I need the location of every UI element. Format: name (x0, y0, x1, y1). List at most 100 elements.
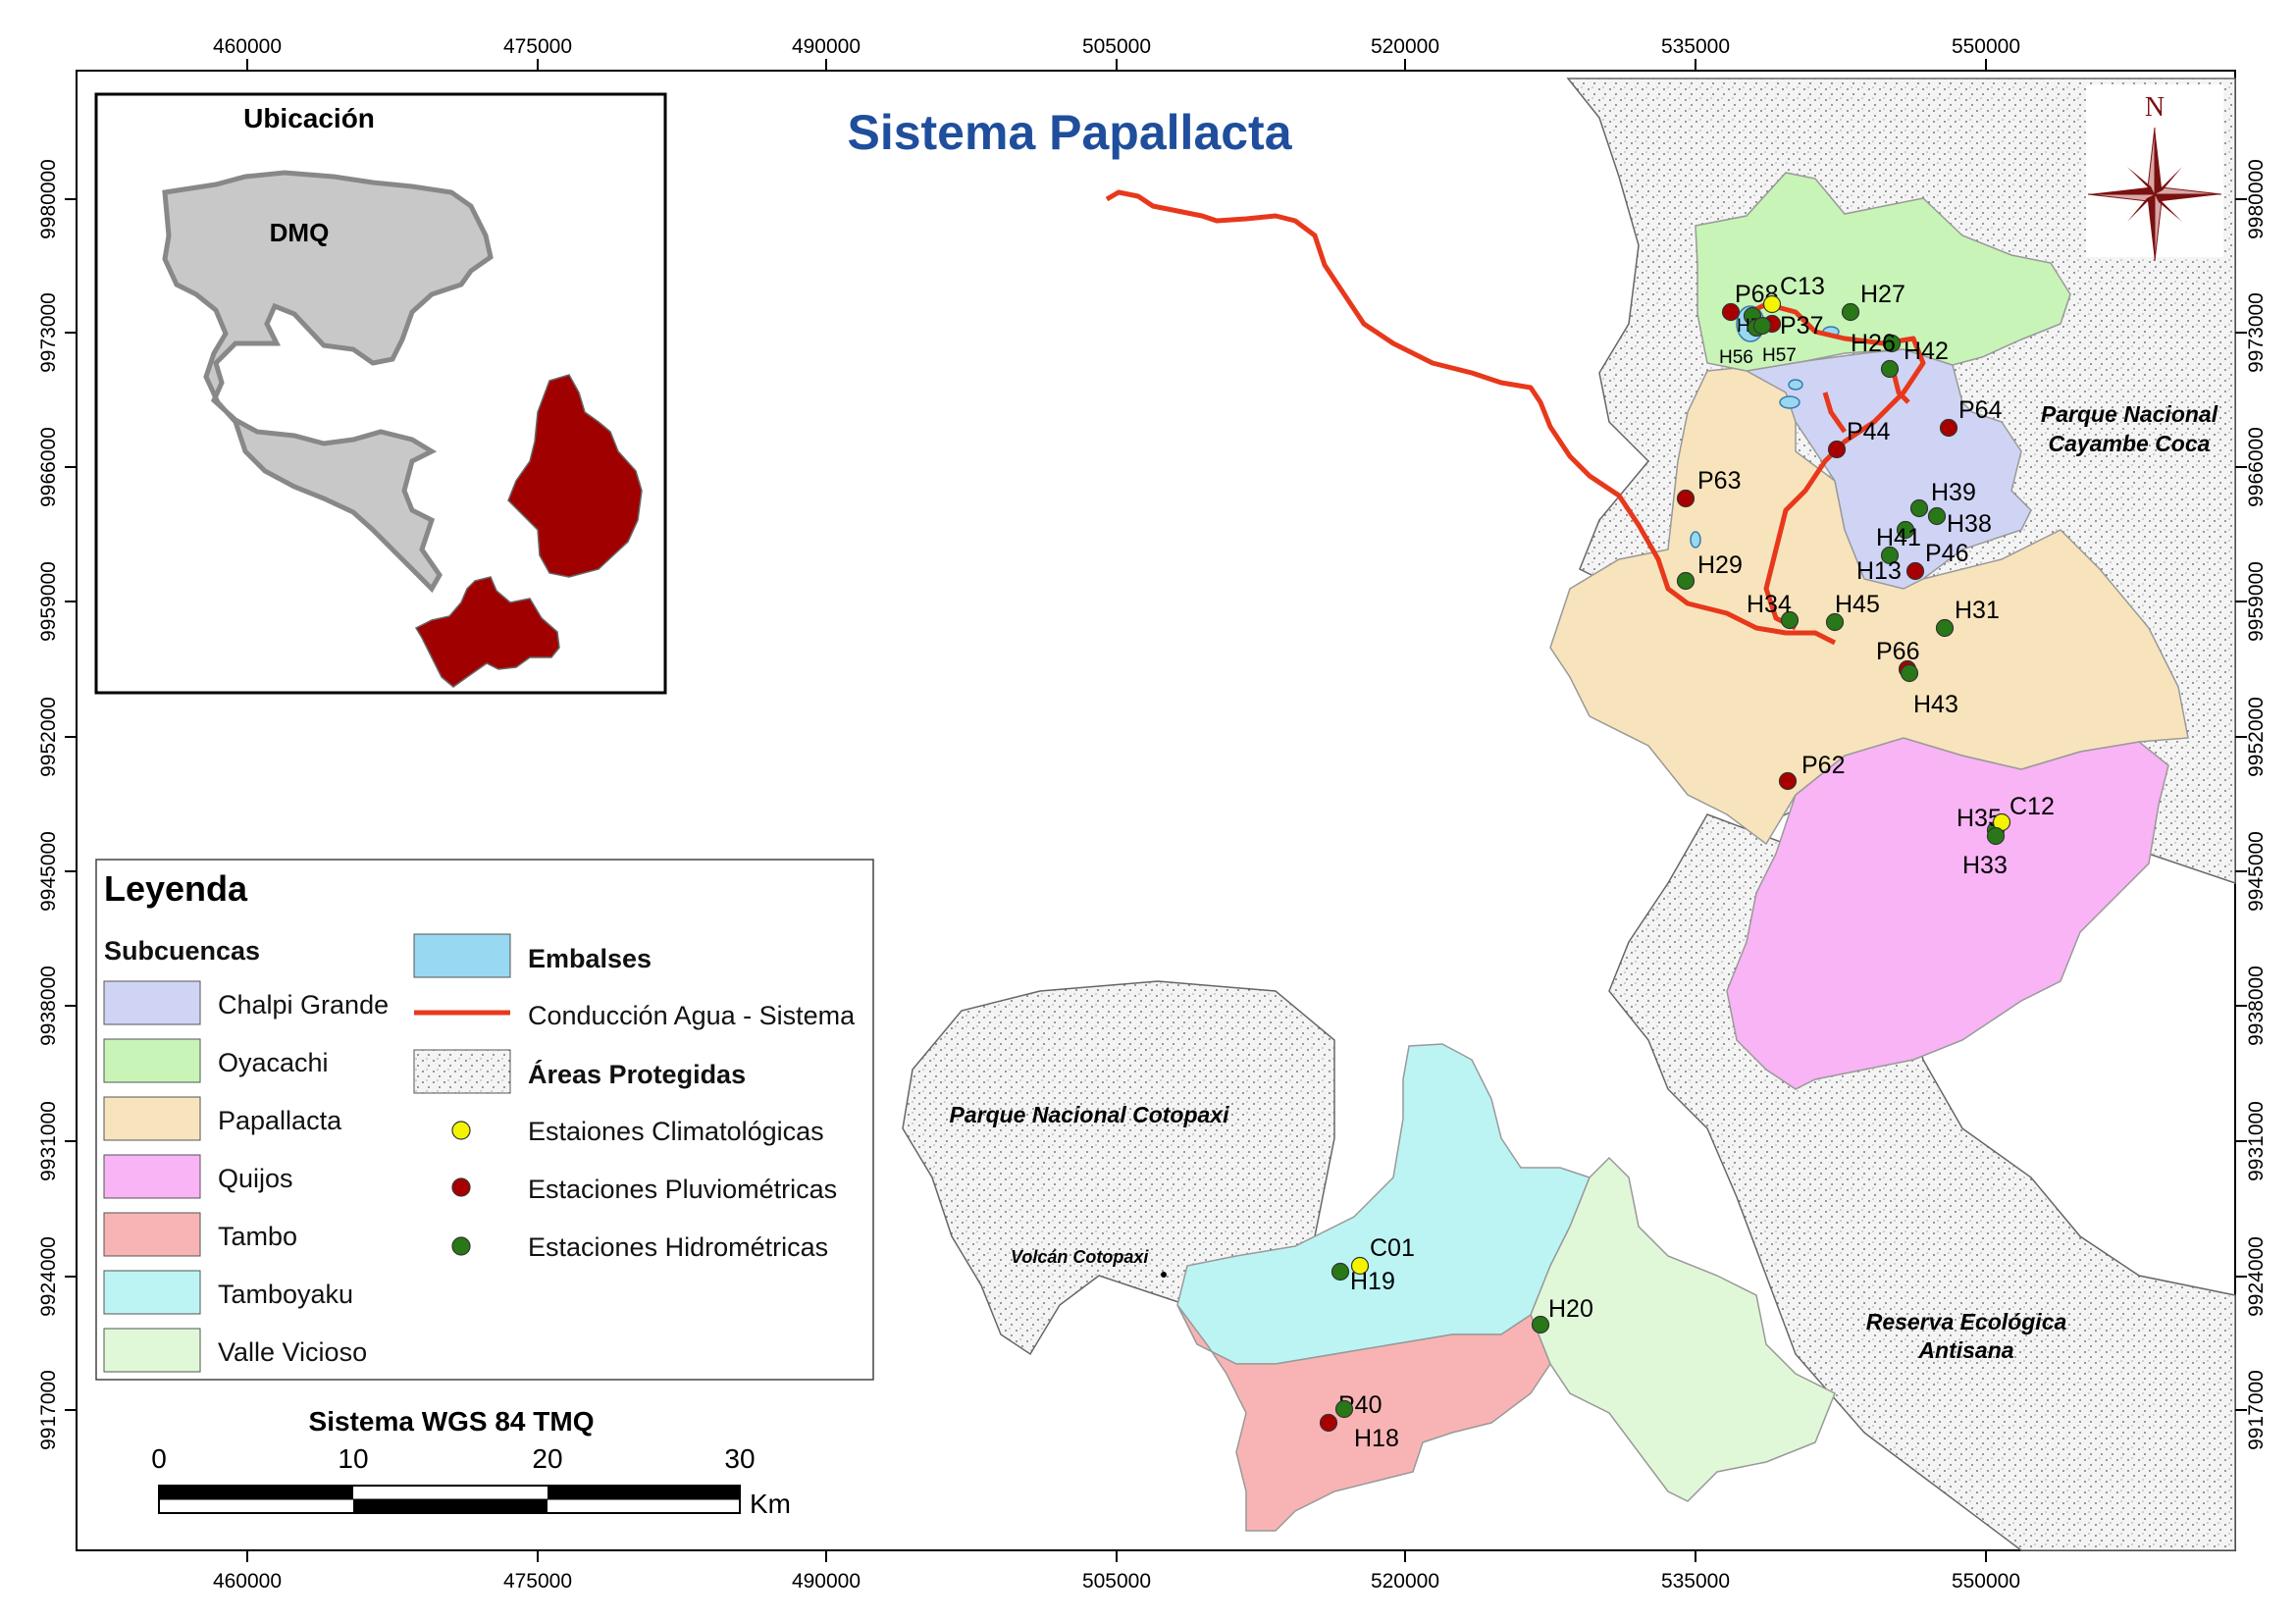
station-marker-p63 (1676, 489, 1696, 508)
inset-highlight-south (414, 576, 560, 688)
station-marker-c01 (1350, 1256, 1370, 1276)
water-conduction-line (1745, 301, 1926, 631)
station-label-h39: H39 (1931, 479, 1976, 506)
y-tick-label-left: 9917000 (37, 1370, 60, 1450)
station-marker-h41 (1896, 520, 1915, 540)
station-marker-h26 (1882, 334, 1902, 353)
x-tick-label-bottom: 535000 (1661, 1570, 1730, 1593)
y-tick-label-right: 9938000 (2245, 966, 2268, 1046)
y-tick-label-left: 9931000 (37, 1101, 60, 1181)
station-marker-p64 (1939, 418, 1958, 438)
station-marker-h29 (1676, 571, 1696, 591)
station-label-c12: C12 (2009, 793, 2055, 820)
label-volcan: Volcán Cotopaxi (1011, 1247, 1149, 1267)
station-label-p37: P37 (1780, 312, 1823, 340)
water-conduction-line (1822, 372, 1910, 434)
station-label-h33: H33 (1962, 852, 2008, 879)
scale-bar: Sistema WGS 84 TMQ 0 10 20 30 Km (151, 1406, 791, 1519)
subbasins-layer (1176, 172, 2189, 1532)
legend-subcuenca-label: Tamboyaku (218, 1280, 353, 1309)
label-cayambe-1: Parque Nacional (2041, 401, 2218, 427)
x-tick-label-top: 520000 (1371, 35, 1439, 58)
x-tick-label-bottom: 550000 (1952, 1570, 2020, 1593)
station-marker-p44 (1827, 440, 1847, 459)
y-tick-label-right: 9931000 (2245, 1101, 2268, 1181)
y-tick-label-right: 9945000 (2245, 831, 2268, 912)
legend-subcuenca-label: Tambo (218, 1222, 297, 1251)
legend-subcuenca-swatch (103, 1154, 201, 1199)
y-tick-label-left: 9966000 (37, 427, 60, 507)
legend: Leyenda Subcuencas Chalpi Grande Oyacachi… (95, 859, 874, 1381)
station-label-h13: H13 (1856, 557, 1902, 585)
y-tick-label-left: 9959000 (37, 561, 60, 642)
x-tick-label-top: 505000 (1082, 35, 1151, 58)
scale-tick-label: 10 (338, 1443, 368, 1474)
legend-hidrometricas-label: Estaciones Hidrométricas (528, 1232, 828, 1262)
legend-subcuenca-swatch (103, 1212, 201, 1257)
y-tick-label-right: 9924000 (2245, 1236, 2268, 1317)
map-title: Sistema Papallacta (847, 105, 1292, 160)
station-label-p44: P44 (1847, 418, 1891, 445)
station-label-h27: H27 (1860, 281, 1905, 308)
station-label-h26: H26 (1851, 330, 1896, 357)
legend-subcuenca-swatch (103, 1328, 201, 1373)
subbasin-oyacachi (1695, 172, 2071, 372)
station-label-h42: H42 (1904, 338, 1949, 365)
legend-embalses-swatch (413, 933, 511, 978)
station-marker-p46 (1905, 561, 1925, 581)
reservoir (1690, 531, 1701, 549)
legend-subcuenca-label: Oyacachi (218, 1048, 329, 1077)
scale-title: Sistema WGS 84 TMQ (309, 1406, 595, 1437)
x-tick-label-bottom: 475000 (503, 1570, 572, 1593)
y-tick-label-left: 9980000 (37, 159, 60, 239)
legend-areas-label: Áreas Protegidas (528, 1059, 746, 1089)
legend-subcuenca-label: Papallacta (218, 1106, 342, 1135)
station-marker-h57 (1752, 316, 1772, 336)
station-label-h38: H38 (1947, 510, 1992, 538)
station-marker-h20 (1531, 1315, 1550, 1334)
x-tick-label-bottom: 505000 (1082, 1570, 1151, 1593)
station-marker-h42 (1880, 359, 1900, 379)
station-label-p46: P46 (1925, 540, 1968, 567)
station-label-h18: H18 (1354, 1425, 1399, 1452)
y-tick-label-right: 9980000 (2245, 159, 2268, 239)
inset-region-label: DMQ (270, 218, 330, 247)
legend-climatologicas-marker (451, 1121, 471, 1140)
scale-tick-label: 20 (532, 1443, 562, 1474)
x-tick-label-top: 535000 (1661, 35, 1730, 58)
station-marker-h27 (1841, 302, 1860, 322)
legend-climatologicas-label: Estaiones Climatológicas (528, 1117, 824, 1146)
y-tick-label-right: 9973000 (2245, 292, 2268, 373)
station-label-h29: H29 (1697, 551, 1743, 579)
station-label-h41: H41 (1876, 524, 1921, 551)
scale-unit: Km (750, 1489, 791, 1519)
legend-pluviometricas-label: Estaciones Pluviométricas (528, 1175, 837, 1204)
x-tick-label-top: 460000 (213, 35, 282, 58)
station-label-h19: H19 (1350, 1268, 1395, 1295)
north-arrow-icon: N (2086, 84, 2223, 262)
legend-subcuencas-heading: Subcuencas (104, 936, 260, 966)
label-antisana-1: Reserva Ecológica (1866, 1309, 2067, 1334)
legend-subcuenca-swatch (103, 1038, 201, 1083)
legend-title: Leyenda (104, 868, 248, 909)
scale-tick-label: 0 (151, 1443, 167, 1474)
station-label-h20: H20 (1548, 1295, 1593, 1323)
legend-areas-swatch (413, 1049, 511, 1094)
legend-subcuenca-label: Quijos (218, 1164, 293, 1193)
station-label-c13: C13 (1780, 273, 1825, 300)
station-label-h57: H57 (1762, 345, 1797, 366)
label-cotopaxi: Parque Nacional Cotopaxi (949, 1102, 1229, 1127)
station-marker-h18 (1334, 1399, 1354, 1419)
volcano-marker (1161, 1272, 1167, 1278)
legend-subcuenca-swatch (103, 1096, 201, 1141)
station-marker-h34 (1780, 610, 1800, 630)
y-tick-label-right: 9952000 (2245, 697, 2268, 777)
x-tick-label-top: 475000 (503, 35, 572, 58)
label-cayambe-2: Cayambe Coca (2049, 431, 2211, 456)
north-label: N (2145, 92, 2165, 123)
y-tick-label-left: 9952000 (37, 697, 60, 777)
legend-subcuenca-label: Valle Vicioso (218, 1337, 367, 1367)
y-tick-label-left: 9973000 (37, 292, 60, 373)
station-marker-c13 (1762, 294, 1782, 314)
